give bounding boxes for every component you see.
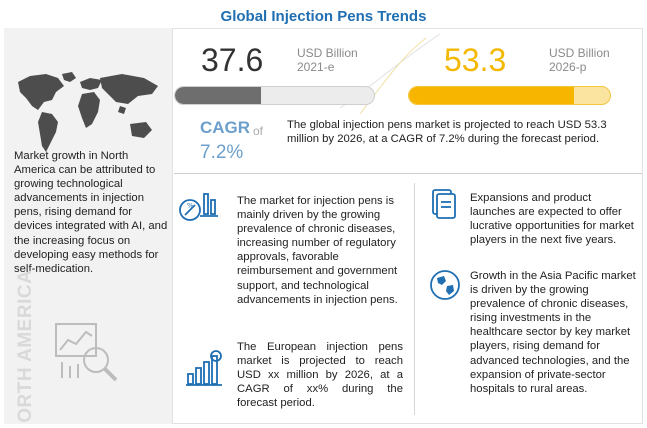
svg-text:%: % [187,202,194,210]
globe-icon [430,270,460,300]
cagr-label: CAGR [200,118,251,137]
money-icon [432,189,456,219]
stat-unit-label: USD Billion [549,46,610,60]
progress-bar-2021 [174,86,375,105]
page-title: Global Injection Pens Trends [220,8,427,25]
section-divider [174,173,642,174]
cagr-of: of [253,124,264,138]
progress-bar-fill [409,87,574,104]
cagr-description: The global injection pens market is proj… [287,119,607,145]
stat-value-2026: 53.3 [444,42,507,78]
column-divider [414,183,415,415]
stat-year-label: 2021-e [297,60,335,74]
stat-year-label: 2026-p [549,60,587,74]
asia-pacific-text: Growth in the Asia Pacific market is dri… [470,270,636,395]
region-label: NORTH AMERICA [15,269,36,424]
world-map-icon [18,72,158,152]
cagr-value: 7.2% [200,142,244,163]
growth-chart-icon [186,350,222,386]
stat-unit-2021: USD Billion 2021-e [297,46,358,74]
europe-text: The European injection pens market is pr… [237,341,403,410]
stat-unit-label: USD Billion [297,46,358,60]
north-america-panel: Market growth in North America can be at… [4,28,172,424]
progress-bar-fill [175,87,261,104]
analysis-chart-icon [55,323,118,382]
north-america-text: Market growth in North America can be at… [14,150,168,275]
opportunities-text: Expansions and product launches are expe… [470,192,634,247]
stat-value-2021: 37.6 [201,42,264,78]
drivers-text: The market for injection pens is mainly … [237,195,398,306]
percentage-chart-icon: % [179,193,218,221]
stat-unit-2026: USD Billion 2026-p [549,46,610,74]
progress-bar-2026 [408,86,611,105]
